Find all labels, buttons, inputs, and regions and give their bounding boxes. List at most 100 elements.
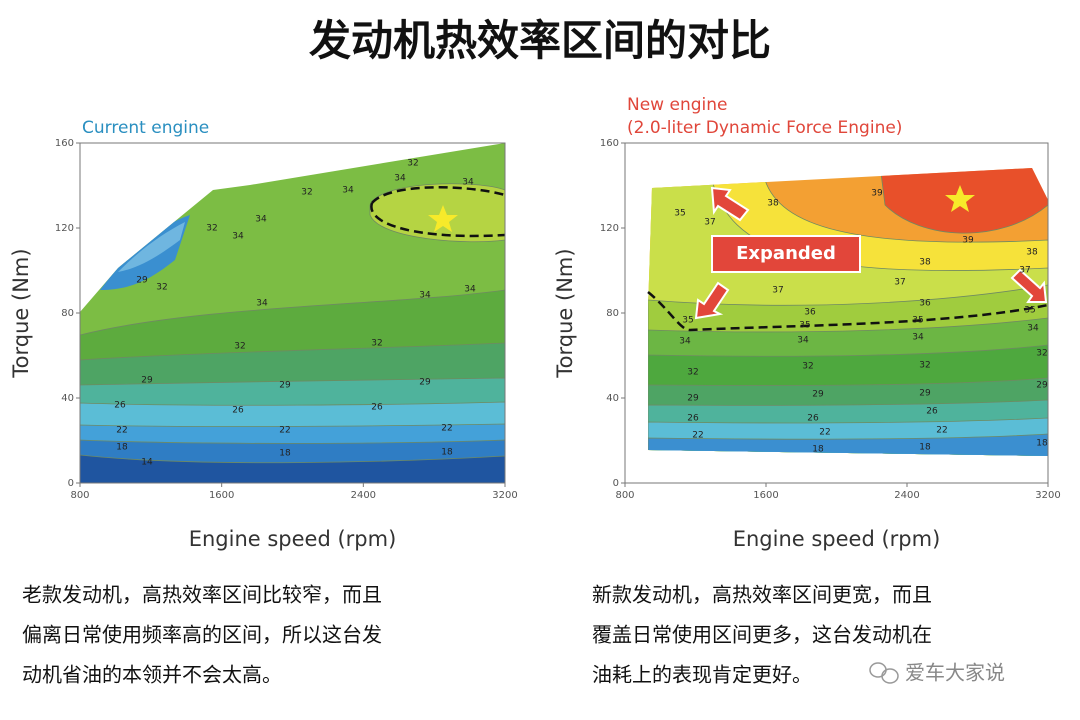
y-tick-label: 0: [68, 478, 74, 489]
y-axis-label: Torque (Nm): [9, 248, 33, 378]
panel-title: Current engine: [82, 118, 209, 138]
x-tick-label: 3200: [492, 490, 517, 501]
contour-label: 37: [772, 286, 783, 296]
high-efficiency-boundary: [647, 291, 1049, 332]
contour-label: 18: [116, 443, 128, 453]
y-tick-label: 120: [600, 223, 619, 234]
star: [428, 205, 458, 232]
y-tick-label: 80: [61, 308, 74, 319]
contour-label: 29: [141, 376, 153, 386]
contour-label: 22: [692, 431, 703, 441]
contour-label: 34: [394, 174, 406, 184]
caption: 老款发动机，高热效率区间比较窄，而且: [22, 583, 382, 607]
x-tick-label: 2400: [894, 490, 919, 501]
contour-label: 22: [116, 426, 127, 436]
x-tick-label: 1600: [209, 490, 234, 501]
panel-subtitle: (2.0-liter Dynamic Force Engine): [627, 118, 902, 138]
contour-label: 35: [799, 321, 810, 331]
x-tick-label: 2400: [351, 490, 376, 501]
contour-label: 37: [704, 218, 715, 228]
contour-label: 36: [919, 299, 931, 309]
contour-label: 34: [1027, 324, 1039, 334]
contour-label: 18: [441, 448, 453, 458]
contour-label: 39: [962, 236, 974, 246]
contour-label: 34: [232, 232, 244, 242]
contour-label: 34: [419, 291, 431, 301]
contour-label: 26: [687, 414, 699, 424]
contour-label: 22: [441, 424, 452, 434]
contour-label: 35: [1024, 306, 1035, 316]
contour-label: 35: [682, 316, 693, 326]
contour-label: 26: [926, 407, 938, 417]
x-tick-label: 3200: [1035, 490, 1060, 501]
y-tick-label: 0: [613, 478, 619, 489]
contour-label: 38: [767, 199, 779, 209]
contour-label: 32: [206, 224, 217, 234]
x-tick-label: 800: [70, 490, 89, 501]
annotation: Expanded: [736, 243, 836, 264]
contour-label: 14: [141, 458, 153, 468]
watermark-icon: [869, 662, 899, 684]
watermark: 爱车大家说: [905, 661, 1005, 685]
caption: 偏离日常使用频率高的区间，所以这台发: [22, 623, 382, 647]
contour-label: 29: [687, 394, 699, 404]
arrows: [694, 186, 1048, 320]
contour-label: 29: [1036, 381, 1048, 391]
contour-label: 26: [807, 414, 819, 424]
caption: 动机省油的本领并不会太高。: [22, 663, 282, 687]
x-axis-label: Engine speed (rpm): [189, 527, 397, 551]
y-tick-label: 40: [61, 393, 74, 404]
contour-label: 37: [1019, 266, 1030, 276]
contour-label: 29: [919, 389, 931, 399]
contour-label: 22: [936, 426, 947, 436]
caption: 油耗上的表现肯定更好。: [592, 663, 812, 687]
y-tick-label: 120: [55, 223, 74, 234]
contour-label: 35: [674, 209, 685, 219]
contour-label: 29: [279, 381, 291, 391]
contour-label: 32: [687, 368, 698, 378]
contour-label: 35: [912, 316, 923, 326]
contour-label: 32: [234, 342, 245, 352]
contour-label: 29: [419, 378, 431, 388]
caption: 覆盖日常使用区间更多，这台发动机在: [592, 623, 932, 647]
contour-label: 34: [256, 299, 268, 309]
contour-label: 32: [919, 361, 930, 371]
high-efficiency-boundary: [370, 186, 506, 238]
contour-label: 38: [919, 258, 931, 268]
contour-label: 18: [919, 443, 931, 453]
contour-label: 34: [255, 215, 267, 225]
x-axis-label: Engine speed (rpm): [733, 527, 941, 551]
contour-label: 34: [464, 285, 476, 295]
contour-label: 34: [462, 178, 474, 188]
contour-label: 36: [804, 308, 816, 318]
contour-label: 32: [407, 159, 418, 169]
contour-label: 18: [812, 445, 824, 455]
y-tick-label: 40: [606, 393, 619, 404]
x-tick-label: 800: [615, 490, 634, 501]
x-tick-label: 1600: [753, 490, 778, 501]
contour-label: 29: [136, 276, 148, 286]
contour-label: 34: [679, 337, 691, 347]
contour-label: 29: [812, 390, 824, 400]
star: [945, 185, 975, 212]
contour-label: 18: [1036, 439, 1048, 449]
contour-label: 22: [279, 426, 290, 436]
contour-label: 34: [342, 186, 354, 196]
contour-label: 32: [371, 339, 382, 349]
contour-label: 22: [819, 428, 830, 438]
contour-label: 32: [802, 362, 813, 372]
panel-title: New engine: [627, 95, 727, 115]
caption: 新款发动机，高热效率区间更宽，而且: [592, 583, 932, 607]
contour-label: 32: [1036, 349, 1047, 359]
contour-label: 34: [797, 336, 809, 346]
contour-fills: [80, 143, 505, 483]
annotation-box: [711, 235, 861, 273]
contour-label: 26: [114, 401, 126, 411]
contour-label: 34: [912, 333, 924, 343]
contour-label: 32: [301, 188, 312, 198]
y-tick-label: 160: [55, 138, 74, 149]
y-tick-label: 160: [600, 138, 619, 149]
contour-label: 37: [894, 278, 905, 288]
contour-label: 26: [232, 406, 244, 416]
